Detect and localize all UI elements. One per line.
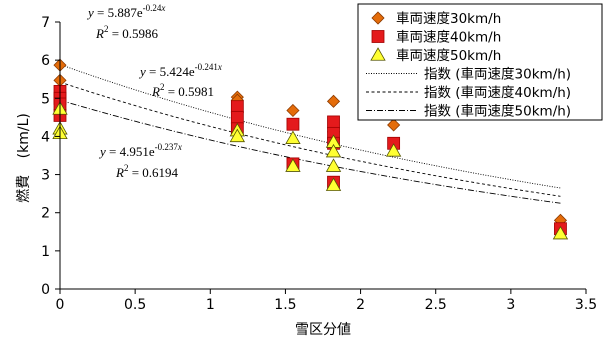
x-tick-label: 2.5	[425, 297, 447, 313]
data-point-series-1	[286, 103, 300, 118]
y-tick-label: 3	[41, 168, 50, 184]
trend-r2-40: R2 = 0.5981	[151, 82, 214, 99]
legend-trend-label-1: 指数 (車両速度30km/h)	[424, 67, 571, 83]
y-tick-label: 7	[41, 15, 50, 31]
legend-trend-label-2: 指数 (車両速度40km/h)	[424, 85, 571, 101]
data-point-series-3	[285, 158, 301, 172]
y-tick-label: 4	[41, 129, 50, 145]
data-point-series-3	[385, 143, 402, 157]
y-tick-label: 5	[41, 91, 50, 107]
x-tick-label: 2	[356, 297, 365, 313]
trend-r2-50: R2 = 0.6194	[115, 163, 179, 180]
legend-label-3: 車両速度50km/h	[396, 48, 501, 64]
y-ticks: 0 1 2 3 4 5 6 7	[41, 15, 60, 298]
y-axis-title-unit: (km/L)	[16, 113, 32, 158]
legend-trend-label-3: 指数 (車両速度50km/h)	[424, 104, 571, 120]
data-point-series-1	[387, 118, 401, 132]
x-tick-label: 3.5	[575, 297, 597, 313]
data-point-series-2	[327, 115, 340, 129]
data-point-series-2	[230, 100, 244, 114]
x-ticks: 0 0.5 1 1.5 2 2.5 3 3.5	[56, 289, 597, 313]
data-point-series-3	[325, 177, 342, 191]
trendline-3	[59, 99, 561, 204]
y-axis: 0 1 2 3 4 5 6 7	[41, 15, 61, 298]
x-tick-label: 3	[506, 297, 515, 313]
legend-marker-2	[371, 30, 385, 43]
legend-items: 車両速度30km/h 車両速度40km/h 車両速度50km/h 指数 (車両速度30…	[366, 11, 571, 120]
x-tick-label: 1	[206, 297, 215, 313]
x-axis: 0 0.5 1 1.5 2 2.5 3 3.5	[56, 288, 597, 313]
data-point-series-3	[229, 128, 246, 143]
y-tick-label: 6	[41, 53, 50, 69]
trend-equation-40-formula: y = 5.424e-0.241x	[138, 62, 222, 79]
trend-equation-50: y = 4.951e-0.237x R2 = 0.6194	[98, 142, 182, 180]
legend: 車両速度30km/h 車両速度40km/h 車両速度50km/h 指数 (車両速度30…	[357, 3, 603, 121]
trendline-2	[59, 81, 561, 197]
trendlines	[59, 64, 561, 204]
x-tick-label: 1.5	[274, 297, 296, 313]
y-tick-label: 1	[41, 244, 50, 260]
trend-equation-30-formula: y = 5.887e-0.24x	[86, 3, 165, 20]
legend-label-1: 車両速度30km/h	[396, 11, 501, 27]
y-axis-title-main: 燃費	[15, 175, 32, 203]
legend-label-2: 車両速度40km/h	[396, 30, 501, 46]
data-point-series-3	[285, 130, 301, 144]
data-point-series-1	[326, 94, 341, 108]
svg-text:燃費 (km/L): 燃費 (km/L)	[15, 113, 32, 203]
trend-equation-50-formula: y = 4.951e-0.237x	[98, 142, 182, 159]
trend-r2-30: R2 = 0.5986	[95, 24, 159, 41]
legend-box	[357, 3, 603, 121]
trendline-1	[59, 64, 561, 189]
x-tick-label: 0	[56, 297, 65, 313]
trend-equation-40: y = 5.424e-0.241x R2 = 0.5981	[138, 62, 222, 99]
data-point-series-3	[325, 143, 342, 158]
y-axis-title: 燃費 (km/L)	[15, 113, 32, 203]
y-tick-label: 2	[41, 206, 50, 222]
data-point-series-2	[230, 110, 244, 124]
legend-marker-1	[371, 11, 385, 25]
x-axis-title: 雪区分値	[295, 322, 351, 338]
trend-equation-30: y = 5.887e-0.24x R2 = 0.5986	[86, 3, 165, 41]
legend-marker-3	[370, 47, 386, 61]
data-point-series-3	[552, 225, 569, 240]
data-point-series-2	[286, 117, 300, 131]
x-tick-label: 0.5	[124, 297, 146, 313]
y-tick-label: 0	[41, 282, 50, 298]
data-point-series-3	[325, 158, 342, 172]
